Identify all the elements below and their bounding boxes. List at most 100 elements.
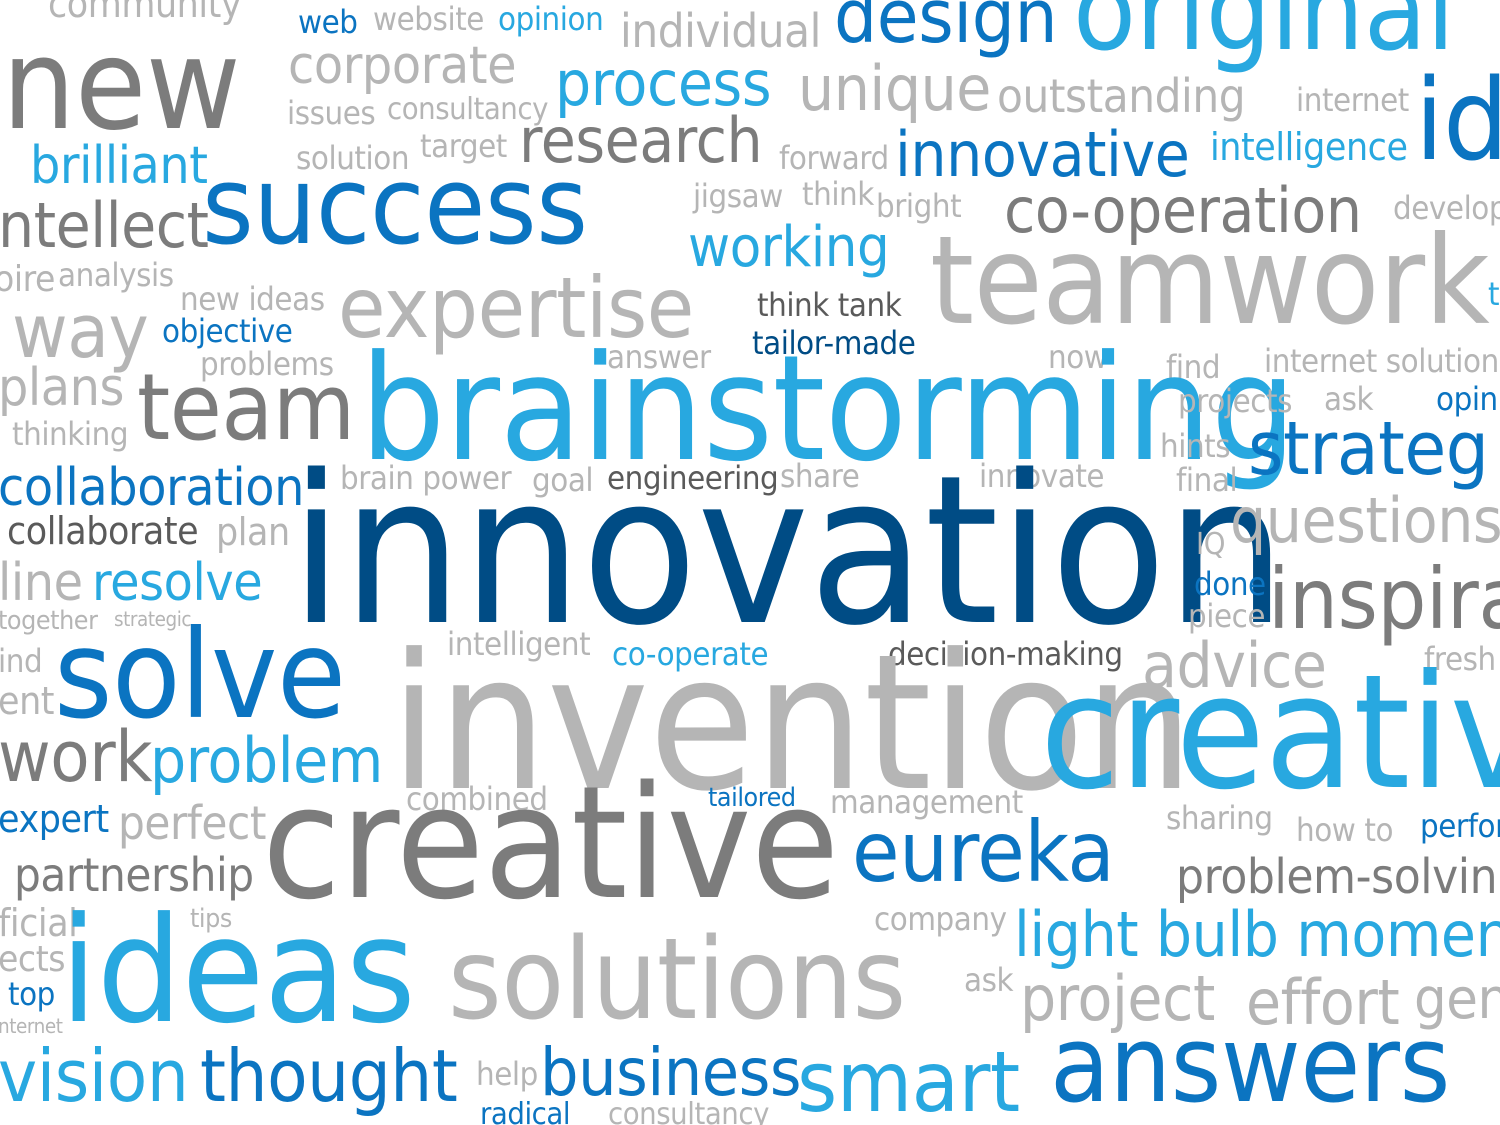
word-t-edge: t [1488, 275, 1500, 313]
word-questions: questions [1230, 484, 1500, 557]
word-online-partial: line [0, 553, 83, 613]
word-project: project [1020, 962, 1215, 1035]
word-co-operate: co-operate [612, 635, 769, 673]
word-innovate: innovate [979, 457, 1105, 495]
word-individual: individual [620, 4, 821, 58]
word-original: original [1073, 0, 1455, 76]
word-tailor-made: tailor-made [752, 324, 916, 362]
word-how-to: how to [1296, 811, 1394, 849]
word-official-partial: ficial [0, 901, 78, 945]
word-radical: radical [480, 1097, 571, 1125]
word-internet-solutions: internet solutions [1264, 342, 1500, 380]
word-brain-power: brain power [340, 459, 512, 497]
word-fresh-partial: fresh [1424, 640, 1496, 678]
word-final: final [1176, 461, 1238, 499]
word-unique: unique [798, 52, 991, 125]
word-now: now [1048, 338, 1108, 376]
word-eureka: eureka [852, 803, 1115, 901]
word-website: website [373, 0, 484, 38]
word-teamwork: teamwork [930, 210, 1490, 352]
word-strategic: strategic [114, 607, 192, 631]
word-answers: answers [1050, 1003, 1450, 1125]
word-target: target [420, 127, 507, 165]
word-intelligent: intelligent [447, 625, 591, 663]
word-bright: bright [876, 187, 962, 225]
word-solution: solution [296, 139, 410, 177]
word-done: done [1194, 565, 1266, 603]
word-forward: forward [779, 139, 889, 177]
word-think-tank: think tank [757, 286, 902, 324]
word-projects: projects [1178, 382, 1292, 420]
word-issues: issues [287, 94, 376, 132]
word-mind-partial: ind [0, 642, 43, 680]
word-analysis: analysis [58, 256, 174, 294]
word-brainstorming: brainstorming [360, 324, 1296, 494]
word-ent-partial: ent [0, 679, 55, 723]
word-community: community [48, 0, 242, 26]
word-vision: vision [0, 1034, 189, 1118]
word-success: success [202, 144, 588, 269]
word-intellect: ntellect [0, 189, 209, 262]
word-plans: plans [0, 358, 125, 418]
word-thought: thought [200, 1034, 458, 1118]
word-invention: invention [390, 614, 1194, 833]
word-combined: combined [406, 780, 548, 818]
word-plan: plan [216, 510, 290, 554]
word-collaboration: collaboration [0, 458, 305, 518]
word-tailored: tailored [708, 783, 796, 813]
word-collaborate: collaborate [7, 509, 199, 553]
word-id-partial: id [1415, 56, 1500, 186]
word-goal: goal [532, 461, 594, 499]
word-partnership: partnership [14, 848, 254, 902]
word-innovative: innovative [895, 118, 1190, 191]
word-think: think [802, 175, 874, 213]
word-design: design [834, 0, 1058, 60]
word-consultancy-bottom: consultancy [608, 1097, 769, 1125]
word-effort: effort [1246, 966, 1400, 1039]
word-light-bulb-moment: light bulb momen [1014, 898, 1500, 971]
word-innovation: innovation [290, 431, 1286, 671]
word-team: team [137, 354, 355, 461]
word-inspiration-partial: inspira [1268, 550, 1500, 648]
word-problem-solving: problem-solvin [1176, 849, 1498, 905]
word-consultancy-top: consultancy [387, 92, 548, 127]
word-corporate: corporate [288, 36, 517, 96]
word-answer: answer [607, 338, 711, 376]
word-top: top [8, 975, 55, 1013]
word-web: web [298, 3, 358, 41]
word-tips: tips [190, 904, 232, 934]
word-hints: hints [1160, 427, 1231, 465]
word-iq: IQ [1196, 527, 1225, 562]
word-company: company [874, 900, 1007, 938]
word-opinion-partial: opini [1436, 380, 1500, 418]
word-ask-bottom: ask [964, 961, 1014, 999]
word-engineering: engineering [607, 459, 779, 497]
word-develop-partial: develop [1393, 189, 1500, 227]
word-help: help [476, 1055, 538, 1093]
word-perfect: perfect [118, 796, 267, 850]
word-resolve: resolve [92, 553, 263, 613]
word-performance-partial: perfor [1420, 807, 1500, 845]
word-way: way [12, 289, 149, 375]
word-brilliant: brilliant [30, 136, 208, 196]
word-solve: solve [54, 604, 346, 746]
word-internet-top: internet [1296, 81, 1409, 119]
word-creative-main: creative [262, 752, 839, 934]
word-internet-bottom: nternet [0, 1014, 63, 1038]
word-jigsaw: jigsaw [693, 177, 783, 215]
word-objective: objective [162, 312, 293, 350]
word-problem: problem [150, 724, 383, 797]
word-thinking: thinking [12, 415, 129, 453]
word-together: together [0, 606, 98, 636]
word-intelligence: intelligence [1210, 125, 1408, 169]
word-smart: smart [797, 1033, 1020, 1125]
word-work: work [0, 716, 153, 798]
word-decision-making: decision-making [888, 635, 1123, 673]
word-expert: expert [0, 797, 109, 841]
word-share: share [780, 457, 860, 495]
word-piece: piece [1188, 597, 1266, 635]
word-business: business [540, 1034, 802, 1111]
word-new: new [2, 11, 241, 158]
word-research: research [519, 104, 763, 177]
